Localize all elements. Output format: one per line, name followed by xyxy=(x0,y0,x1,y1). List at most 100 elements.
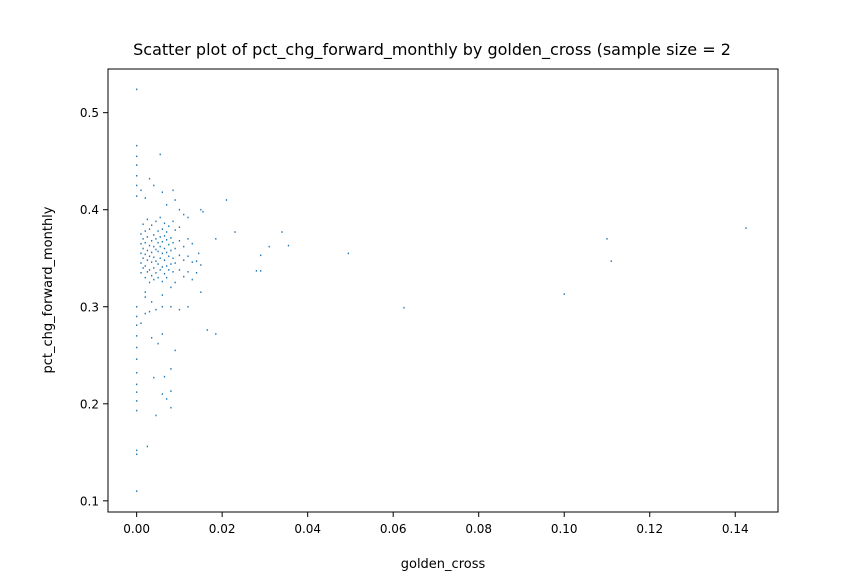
scatter-point xyxy=(140,189,142,192)
scatter-point xyxy=(260,254,262,257)
scatter-point xyxy=(161,280,163,283)
scatter-point xyxy=(136,391,138,393)
y-tick-label: 0.1 xyxy=(80,494,99,508)
scatter-point xyxy=(151,251,153,254)
scatter-point xyxy=(161,294,163,296)
scatter-point xyxy=(148,281,151,284)
scatter-point xyxy=(268,245,270,248)
scatter-point xyxy=(215,238,217,240)
scatter-point xyxy=(136,358,138,360)
scatter-point xyxy=(161,393,163,395)
scatter-point xyxy=(159,269,161,271)
scatter-point xyxy=(234,231,236,233)
scatter-point xyxy=(172,241,174,244)
scatter-point xyxy=(151,261,153,263)
chart-title: Scatter plot of pct_chg_forward_monthly … xyxy=(133,40,731,60)
scatter-point xyxy=(151,274,153,277)
scatter-point xyxy=(174,262,176,264)
scatter-point xyxy=(159,236,161,238)
scatter-point xyxy=(187,238,189,240)
scatter-point xyxy=(170,263,172,265)
scatter-point xyxy=(183,259,185,261)
plot-area-frame xyxy=(107,68,779,513)
scatter-point xyxy=(151,239,153,242)
scatter-point xyxy=(563,293,565,295)
scatter-point xyxy=(195,271,198,274)
scatter-point xyxy=(255,270,258,272)
scatter-point xyxy=(157,230,159,232)
scatter-point xyxy=(140,233,142,235)
scatter-point xyxy=(198,252,200,255)
scatter-point xyxy=(159,245,161,248)
scatter-point xyxy=(148,269,151,271)
scatter-point xyxy=(153,184,155,187)
scatter-point xyxy=(606,238,608,240)
scatter-point xyxy=(187,305,189,308)
scatter-point xyxy=(178,269,181,271)
scatter-point xyxy=(168,243,170,246)
scatter-point xyxy=(610,260,612,262)
scatter-point xyxy=(161,333,163,335)
scatter-point xyxy=(136,335,138,337)
scatter-point xyxy=(168,225,170,228)
scatter-point xyxy=(146,236,149,238)
scatter-point xyxy=(144,265,146,267)
scatter-point xyxy=(146,218,149,221)
scatter-point xyxy=(183,213,185,216)
scatter-point xyxy=(163,375,166,378)
scatter-point xyxy=(144,197,146,199)
scatter-point xyxy=(148,310,151,313)
scatter-point xyxy=(178,226,181,228)
scatter-point xyxy=(172,220,174,223)
scatter-point xyxy=(146,249,149,252)
scatter-point xyxy=(153,256,155,259)
scatter-point xyxy=(153,267,155,269)
scatter-point xyxy=(144,291,146,293)
scatter-point xyxy=(161,305,163,308)
scatter-point xyxy=(140,262,142,264)
scatter-point xyxy=(403,306,405,309)
y-tick-label: 0.2 xyxy=(80,397,99,411)
scatter-point xyxy=(163,272,166,275)
scatter-point xyxy=(225,199,228,201)
scatter-point xyxy=(163,235,166,237)
scatter-point xyxy=(136,155,138,158)
scatter-point xyxy=(159,216,161,219)
scatter-point xyxy=(174,247,176,250)
scatter-point xyxy=(163,247,166,250)
scatter-point xyxy=(144,230,146,232)
scatter-point xyxy=(170,237,172,239)
scatter-point xyxy=(155,271,157,274)
scatter-point xyxy=(187,216,189,219)
x-axis-label: golden_cross xyxy=(401,557,486,572)
scatter-point xyxy=(165,265,168,267)
scatter-point xyxy=(136,184,138,187)
scatter-point xyxy=(157,342,159,345)
scatter-point xyxy=(163,222,166,225)
scatter-point xyxy=(168,269,170,271)
scatter-point xyxy=(153,376,155,379)
scatter-point xyxy=(165,204,168,206)
x-tick-label: 0.00 xyxy=(123,522,150,536)
scatter-point xyxy=(159,153,161,156)
scatter-point xyxy=(136,144,138,147)
scatter-point xyxy=(142,247,144,250)
scatter-point xyxy=(157,250,159,253)
scatter-point xyxy=(146,445,149,448)
scatter-point xyxy=(191,261,193,263)
scatter-point xyxy=(178,208,181,211)
scatter-point xyxy=(151,337,153,339)
scatter-point xyxy=(151,301,153,303)
scatter-point xyxy=(170,368,172,370)
scatter-point xyxy=(200,264,202,266)
scatter-point xyxy=(144,276,146,279)
scatter-point xyxy=(155,220,157,223)
scatter-point xyxy=(153,245,155,248)
scatter-point xyxy=(136,88,138,91)
scatter-point xyxy=(174,199,176,201)
scatter-point xyxy=(155,308,157,311)
x-axis-ticks: 0.00 0.02 0.04 0.06 0.08 0.10 0.12 0.14 xyxy=(123,512,749,536)
x-tick-label: 0.02 xyxy=(209,522,236,536)
scatter-point xyxy=(178,239,181,242)
scatter-point xyxy=(136,371,138,374)
